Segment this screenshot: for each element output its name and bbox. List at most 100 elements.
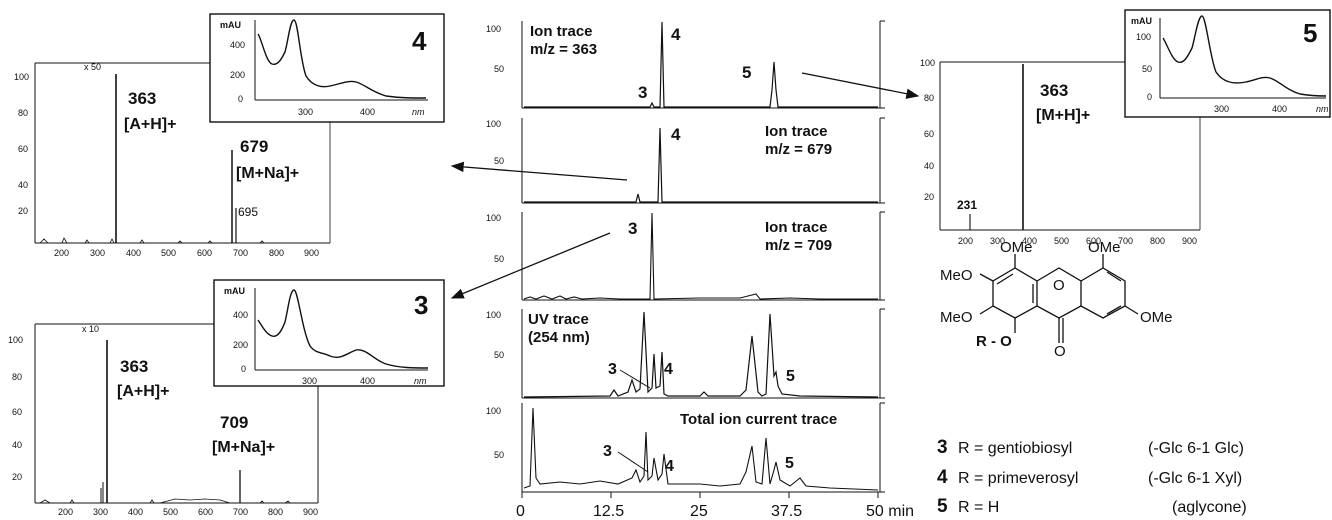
compound-number: 3 [414, 290, 428, 320]
peak-label: 363 [120, 357, 148, 376]
peak-label: 709 [220, 413, 248, 432]
peak-label: 363 [1040, 81, 1068, 100]
y-tick: 100 [920, 58, 935, 68]
x-tick: 600 [1086, 236, 1101, 246]
unit-label: mAU [1131, 16, 1152, 26]
x-tick: 200 [54, 248, 69, 258]
x-tick: 500 [163, 507, 178, 517]
y-tick: 200 [233, 340, 248, 350]
x-tick: 500 [161, 248, 176, 258]
scale-note: x 50 [84, 62, 101, 72]
peak-label: 363 [128, 89, 156, 108]
trace-label: Ion trace [530, 23, 593, 40]
peak-label-3: 3 [603, 443, 612, 460]
x-tick: 500 [1054, 236, 1069, 246]
substituent-label: OMe [1140, 309, 1173, 326]
y-tick: 80 [924, 93, 934, 103]
x-tick: 800 [1150, 236, 1165, 246]
ring-oxygen-label: O [1053, 277, 1065, 294]
compound-number: 5 [1303, 18, 1317, 48]
x-tick: 400 [1272, 104, 1287, 114]
xanthone-structure [979, 254, 1139, 343]
ms-spectrum-compound-3: x 10 100 80 60 40 20 200 300 400 500 600… [8, 323, 319, 517]
legend-note: (aglycone) [1172, 499, 1247, 516]
y-tick: 100 [14, 72, 29, 82]
peak-label-3: 3 [628, 219, 637, 238]
legend-number: 4 [937, 467, 948, 488]
x-tick: 700 [233, 507, 248, 517]
peak-label: 695 [238, 205, 258, 219]
y-tick: 100 [486, 310, 501, 320]
y-tick: 100 [486, 406, 501, 416]
x-tick: 300 [93, 507, 108, 517]
y-tick: 40 [924, 161, 934, 171]
y-tick: 60 [12, 407, 22, 417]
arrow-to-ms-5 [801, 72, 920, 99]
y-tick: 20 [12, 472, 22, 482]
time-tick: 12.5 [593, 503, 624, 520]
substituent-label: MeO [940, 267, 973, 284]
y-tick: 20 [18, 206, 28, 216]
compound-legend: 3 R = gentiobiosyl (-Glc 6-1 Glc) 4 R = … [937, 437, 1247, 517]
uv-inset-compound-4: mAU 400 200 0 300 400 nm 4 [209, 13, 445, 123]
y-tick: 0 [241, 364, 246, 374]
peak-label-3: 3 [608, 361, 617, 378]
y-tick: 100 [1136, 32, 1151, 42]
time-axis: 0 12.5 25 37.5 50 min [516, 492, 914, 520]
legend-note: (-Glc 6-1 Xyl) [1148, 470, 1242, 487]
y-tick: 200 [230, 70, 245, 80]
trace-sub: m/z = 363 [530, 41, 597, 58]
x-tick: 800 [268, 507, 283, 517]
x-tick: 700 [233, 248, 248, 258]
substituent-label: OMe [1000, 239, 1033, 256]
x-tick: 800 [269, 248, 284, 258]
y-tick: 80 [12, 372, 22, 382]
time-tick: 50 min [866, 503, 914, 520]
trace-sub: m/z = 709 [765, 237, 832, 254]
uv-inset-compound-5: mAU 100 50 0 300 400 nm 5 [1124, 9, 1331, 118]
x-tick: 600 [198, 507, 213, 517]
y-tick: 100 [486, 119, 501, 129]
legend-note: (-Glc 6-1 Glc) [1148, 440, 1244, 457]
legend-number: 5 [937, 496, 948, 517]
x-unit: nm [414, 376, 427, 386]
ms-spectrum-compound-5: 100 80 60 40 20 200 300 400 500 600 700 … [920, 58, 1201, 246]
trace-label: UV trace [528, 311, 589, 328]
ion-trace-709: 100 50 Ion trace m/z = 709 3 [486, 211, 885, 301]
x-tick: 300 [298, 107, 313, 117]
y-tick: 50 [494, 64, 504, 74]
uv-spectrum-line [257, 289, 429, 369]
uv-spectrum-line [1162, 15, 1327, 97]
y-tick: 60 [924, 129, 934, 139]
peak-label-3: 3 [638, 83, 647, 102]
y-tick: 40 [18, 180, 28, 190]
ion-label: [M+H]+ [1036, 107, 1090, 124]
peak-label-4: 4 [664, 361, 673, 378]
x-unit: nm [412, 107, 425, 117]
time-tick: 37.5 [771, 503, 802, 520]
peak-label-4: 4 [671, 25, 681, 44]
legend-text: R = gentiobiosyl [958, 440, 1072, 457]
arrow-to-ms-3 [450, 232, 611, 299]
x-tick: 300 [90, 248, 105, 258]
compound-number: 4 [412, 26, 427, 56]
substituent-label: MeO [940, 309, 973, 326]
ms-spectrum-compound-4: x 50 100 80 60 40 20 200 300 400 500 600… [14, 62, 331, 258]
unit-label: mAU [224, 286, 245, 296]
x-tick: 300 [302, 376, 317, 386]
x-tick: 300 [1214, 104, 1229, 114]
trace-label: Ion trace [765, 123, 828, 140]
chromatogram-stack: 100 50 Ion trace m/z = 363 3 4 5 100 50 … [486, 20, 914, 520]
y-tick: 100 [486, 213, 501, 223]
x-tick: 900 [303, 507, 318, 517]
y-tick: 50 [1142, 64, 1152, 74]
ion-trace-679: 100 50 Ion trace m/z = 679 4 [486, 117, 885, 204]
carbonyl-oxygen-label: O [1054, 343, 1066, 360]
x-tick: 200 [58, 507, 73, 517]
uv-spectrum-line [257, 19, 427, 99]
x-unit: nm [1316, 104, 1329, 114]
x-tick: 700 [1118, 236, 1133, 246]
x-tick: 200 [958, 236, 973, 246]
scale-note: x 10 [82, 324, 99, 334]
